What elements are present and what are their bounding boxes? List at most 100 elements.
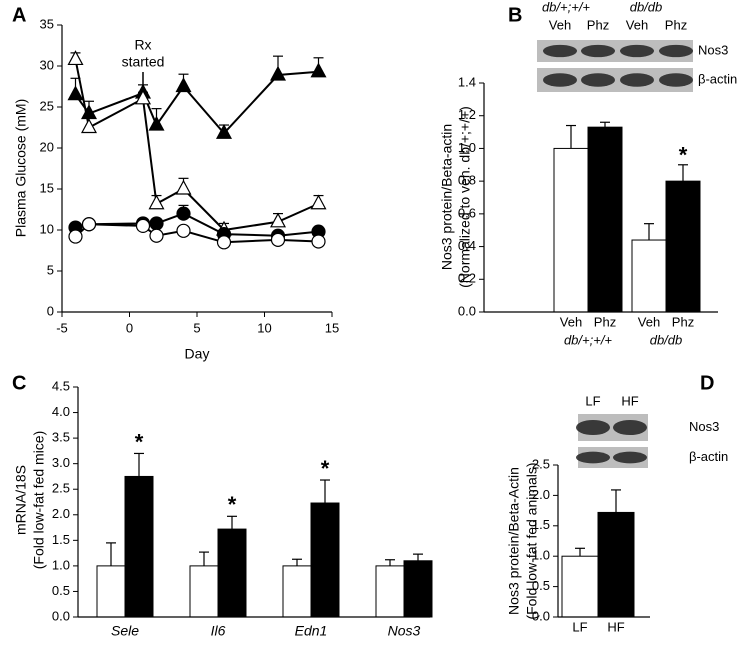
bar	[587, 126, 623, 313]
y-axis-label: (Fold low-fat fed mice)	[31, 431, 47, 569]
marker	[175, 77, 192, 93]
marker	[135, 218, 151, 233]
bar	[189, 565, 219, 618]
bar	[631, 239, 667, 313]
significance-marker: *	[321, 456, 330, 481]
y-tick-label: 0.0	[52, 608, 70, 623]
group-label: db/+;+/+	[564, 332, 612, 347]
y-axis-label: mRNA/18S	[13, 465, 29, 535]
x-tick-label: LF	[572, 619, 587, 634]
blot-band	[620, 44, 654, 58]
significance-marker: *	[228, 492, 237, 517]
marker	[68, 229, 83, 244]
y-tick-label: 0.2	[458, 271, 476, 286]
blot-lane-label: Phz	[665, 17, 687, 32]
blot-group-label: db/db	[630, 0, 663, 14]
y-tick-label: 4.0	[52, 404, 70, 419]
y-tick-label: 30	[40, 57, 54, 72]
y-tick-label: 0.5	[52, 583, 70, 598]
blot-lane-label: Phz	[587, 17, 609, 32]
marker	[67, 85, 84, 101]
y-tick-label: 0.0	[458, 303, 476, 318]
bar	[403, 560, 433, 618]
blot-lane-label: Veh	[626, 17, 648, 32]
annotation: started	[122, 54, 165, 70]
y-tick-label: 20	[40, 139, 54, 154]
y-tick-label: 4.5	[52, 378, 70, 393]
x-tick-label: Phz	[594, 314, 616, 329]
y-tick-label: 1.5	[532, 517, 550, 532]
series-line	[74, 223, 319, 244]
significance-marker: *	[679, 143, 688, 168]
y-tick-label: 35	[40, 16, 54, 31]
y-tick-label: 1.0	[52, 557, 70, 572]
x-tick-label: 0	[126, 320, 133, 335]
panel-label: A	[12, 4, 26, 26]
x-tick-label: Phz	[672, 314, 694, 329]
panel-label: C	[12, 372, 26, 394]
blot-band	[581, 44, 615, 58]
y-tick-label: 1.4	[458, 74, 476, 89]
blot-band	[581, 73, 615, 87]
marker	[176, 223, 191, 238]
y-tick-label: 2.5	[532, 456, 550, 471]
marker	[310, 62, 327, 78]
group-label: db/db	[650, 332, 683, 347]
marker	[149, 228, 164, 243]
x-tick-label: Sele	[111, 623, 139, 639]
x-tick-label: Veh	[638, 314, 660, 329]
blot-band	[659, 73, 693, 87]
blot-band	[659, 44, 693, 58]
marker	[269, 212, 287, 228]
x-tick-label: 5	[193, 320, 200, 335]
x-tick-label: Veh	[560, 314, 582, 329]
marker	[310, 194, 327, 210]
blot-band	[620, 73, 654, 87]
blot-band-label: Nos3	[689, 419, 719, 434]
y-tick-label: 0.4	[458, 238, 476, 253]
blot-band-label: β-actin	[689, 449, 728, 464]
y-tick-label: 2.0	[532, 487, 550, 502]
y-tick-label: 3.0	[52, 455, 70, 470]
blot-band	[613, 419, 647, 436]
blot-group-label: db/+;+/+	[542, 0, 590, 14]
bar	[124, 475, 154, 618]
marker	[215, 123, 233, 139]
series-line	[74, 70, 319, 135]
y-tick-label: 0.0	[532, 608, 550, 623]
blot-lane-label: HF	[621, 393, 638, 408]
x-axis-label: Day	[185, 346, 210, 362]
x-tick-label: -5	[56, 320, 68, 335]
x-tick-label: Nos3	[388, 623, 421, 639]
y-tick-label: 1.2	[458, 107, 476, 122]
significance-marker: *	[135, 429, 144, 454]
y-axis-label: Nos3 protein/Beta-Actin	[506, 467, 522, 615]
marker	[176, 206, 191, 221]
marker	[67, 50, 84, 66]
y-tick-label: 0.5	[532, 578, 550, 593]
x-tick-label: HF	[607, 619, 624, 634]
marker	[175, 179, 192, 195]
blot-lane-label: Veh	[549, 17, 571, 32]
marker	[149, 216, 164, 231]
bar	[597, 511, 635, 618]
x-tick-label: 15	[325, 320, 339, 335]
y-tick-label: 2.5	[52, 481, 70, 496]
y-tick-label: 0.8	[458, 173, 476, 188]
y-tick-label: 1.0	[532, 548, 550, 563]
y-tick-label: 1.5	[52, 532, 70, 547]
y-tick-label: 3.5	[52, 430, 70, 445]
x-tick-label: Il6	[211, 623, 226, 639]
marker	[311, 234, 326, 249]
x-tick-label: 10	[257, 320, 271, 335]
bar	[665, 180, 701, 313]
bar	[553, 147, 589, 313]
x-tick-label: Edn1	[295, 623, 328, 639]
blot-band	[613, 451, 647, 464]
blot-lane-label: LF	[585, 393, 600, 408]
bar	[217, 528, 247, 618]
y-axis-label: Plasma Glucose (mM)	[13, 99, 29, 237]
marker	[134, 89, 152, 105]
blot-band-label: β-actin	[698, 71, 737, 86]
